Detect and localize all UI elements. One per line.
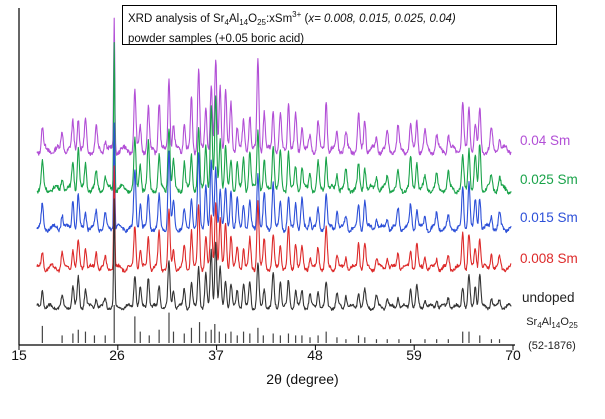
x-axis-title: 2θ (degree) (266, 371, 339, 387)
series-label-0-025-sm: 0.025 Sm (520, 172, 578, 187)
x-tick-label: 15 (11, 347, 27, 363)
chart-title: XRD analysis of Sr4Al14O25:xSm3+ (x= 0.0… (122, 5, 557, 45)
series-line-1 (36, 17, 512, 156)
x-tick-label: 70 (505, 347, 521, 363)
series-line-3 (36, 122, 512, 234)
series-line-2 (36, 42, 512, 195)
series-line-5 (36, 198, 512, 311)
series-label-0-015-sm: 0.015 Sm (520, 210, 578, 225)
series-label-0-008-sm: 0.008 Sm (520, 251, 578, 266)
series-line-4 (36, 165, 512, 273)
xrd-patterns (36, 17, 512, 311)
series-label-0-04-sm: 0.04 Sm (520, 133, 571, 148)
reference-pattern (41, 305, 501, 343)
reference-label: Sr4Al14O25 (52-1876) (526, 316, 578, 353)
x-tick-label: 59 (406, 347, 422, 363)
x-tick-label: 37 (208, 347, 224, 363)
plot-frame (18, 8, 515, 346)
x-tick-label: 26 (109, 347, 125, 363)
series-label-undoped: undoped (522, 290, 575, 305)
x-axis-ticks (18, 345, 514, 350)
x-tick-label: 48 (307, 347, 323, 363)
